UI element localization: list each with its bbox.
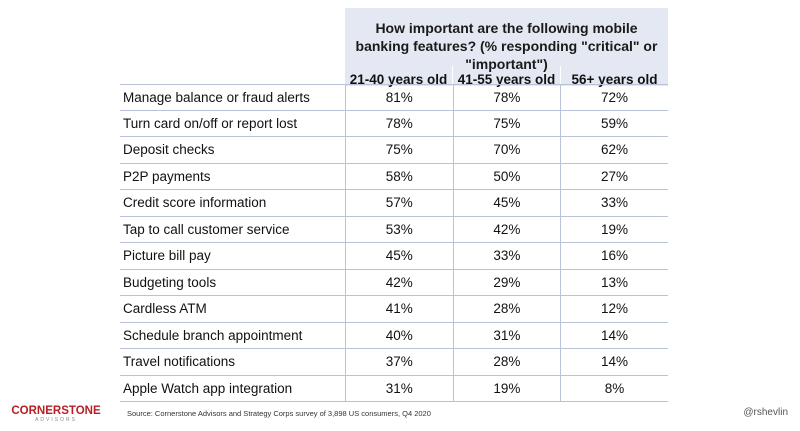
table-cell: 75% (345, 137, 453, 163)
column-header-41-55: 41-55 years old (452, 66, 561, 94)
table-cell: 31% (345, 375, 453, 401)
row-label: Turn card on/off or report lost (123, 115, 298, 131)
table-cell: 33% (452, 243, 561, 269)
table-row: Schedule branch appointment 40% 31% 14% (120, 322, 668, 349)
table-cell: 31% (452, 322, 561, 348)
table-cell: 13% (560, 269, 668, 295)
table-cell: 57% (345, 190, 453, 216)
table-cell: 28% (452, 296, 561, 322)
table-row: Tap to call customer service 53% 42% 19% (120, 216, 668, 243)
column-header-row: 21-40 years old 41-55 years old 56+ year… (345, 66, 668, 94)
table-cell: 45% (345, 243, 453, 269)
table-row: P2P payments 58% 50% 27% (120, 163, 668, 190)
column-header-21-40: 21-40 years old (349, 72, 448, 87)
table-cell: 53% (345, 216, 453, 242)
row-label: Budgeting tools (123, 274, 217, 290)
table-row: Apple Watch app integration 31% 19% 8% (120, 375, 668, 402)
table-cell: 14% (560, 349, 668, 375)
row-label: Travel notifications (123, 354, 236, 369)
row-label: Picture bill pay (123, 248, 211, 263)
table-body: Manage balance or fraud alerts 81% 78% 72% T… (120, 84, 668, 402)
table-cell: 16% (560, 243, 668, 269)
table-cell: 19% (560, 216, 668, 242)
table-cell: 28% (452, 349, 561, 375)
table-cell: 50% (452, 163, 561, 189)
table-cell: 78% (452, 85, 561, 110)
table-cell: 14% (560, 322, 668, 348)
table-cell: 42% (345, 269, 453, 295)
table-cell: 41% (345, 296, 453, 322)
table-cell: 33% (560, 190, 668, 216)
table-cell: 19% (452, 375, 561, 401)
table-row: Credit score information 57% 45% 33% (120, 190, 668, 217)
table-row: Budgeting tools 42% 29% 13% (120, 269, 668, 296)
table-cell: 59% (560, 110, 668, 136)
table-header: How important are the following mobile b… (345, 8, 668, 94)
table-cell: 12% (560, 296, 668, 322)
table-row: Picture bill pay 45% 33% 16% (120, 243, 668, 270)
column-header-56-plus: 56+ years old (571, 72, 658, 87)
table-row: Manage balance or fraud alerts 81% 78% 72% (120, 84, 668, 111)
table-cell: 81% (345, 85, 453, 110)
company-logo: CORNERSTONE ADVISORS (10, 405, 102, 423)
table-cell: 45% (452, 190, 561, 216)
row-label: Tap to call customer service (123, 221, 290, 237)
table-cell: 72% (560, 85, 668, 110)
row-label: Manage balance or fraud alerts (123, 90, 310, 105)
chart-title: How important are the following mobile b… (355, 20, 658, 72)
table-cell: 62% (560, 137, 668, 163)
table-cell: 58% (345, 163, 453, 189)
author-handle: @rshevlin (743, 407, 788, 418)
table-cell: 27% (560, 163, 668, 189)
table-row: Cardless ATM 41% 28% 12% (120, 296, 668, 323)
row-label: P2P payments (123, 168, 211, 184)
source-note: Source: Cornerstone Advisors and Strateg… (127, 409, 431, 418)
table-cell: 29% (452, 269, 561, 295)
row-label: Apple Watch app integration (123, 380, 293, 396)
table-cell: 70% (452, 137, 561, 163)
table-cell: 40% (345, 322, 453, 348)
table-cell: 78% (345, 110, 453, 136)
table-cell: 37% (345, 349, 453, 375)
table-cell: 42% (452, 216, 561, 242)
table-row: Turn card on/off or report lost 78% 75% 59% (120, 110, 668, 137)
table-cell: 75% (452, 110, 561, 136)
logo-subtitle: ADVISORS (35, 417, 77, 423)
table-cell: 8% (560, 375, 668, 401)
logo-wordmark: CORNERSTONE (11, 405, 101, 417)
row-label: Schedule branch appointment (123, 327, 303, 343)
row-label: Deposit checks (123, 142, 215, 157)
row-label: Credit score information (123, 195, 267, 210)
table-row: Travel notifications 37% 28% 14% (120, 349, 668, 376)
row-label: Cardless ATM (123, 301, 207, 316)
table-row: Deposit checks 75% 70% 62% (120, 137, 668, 164)
